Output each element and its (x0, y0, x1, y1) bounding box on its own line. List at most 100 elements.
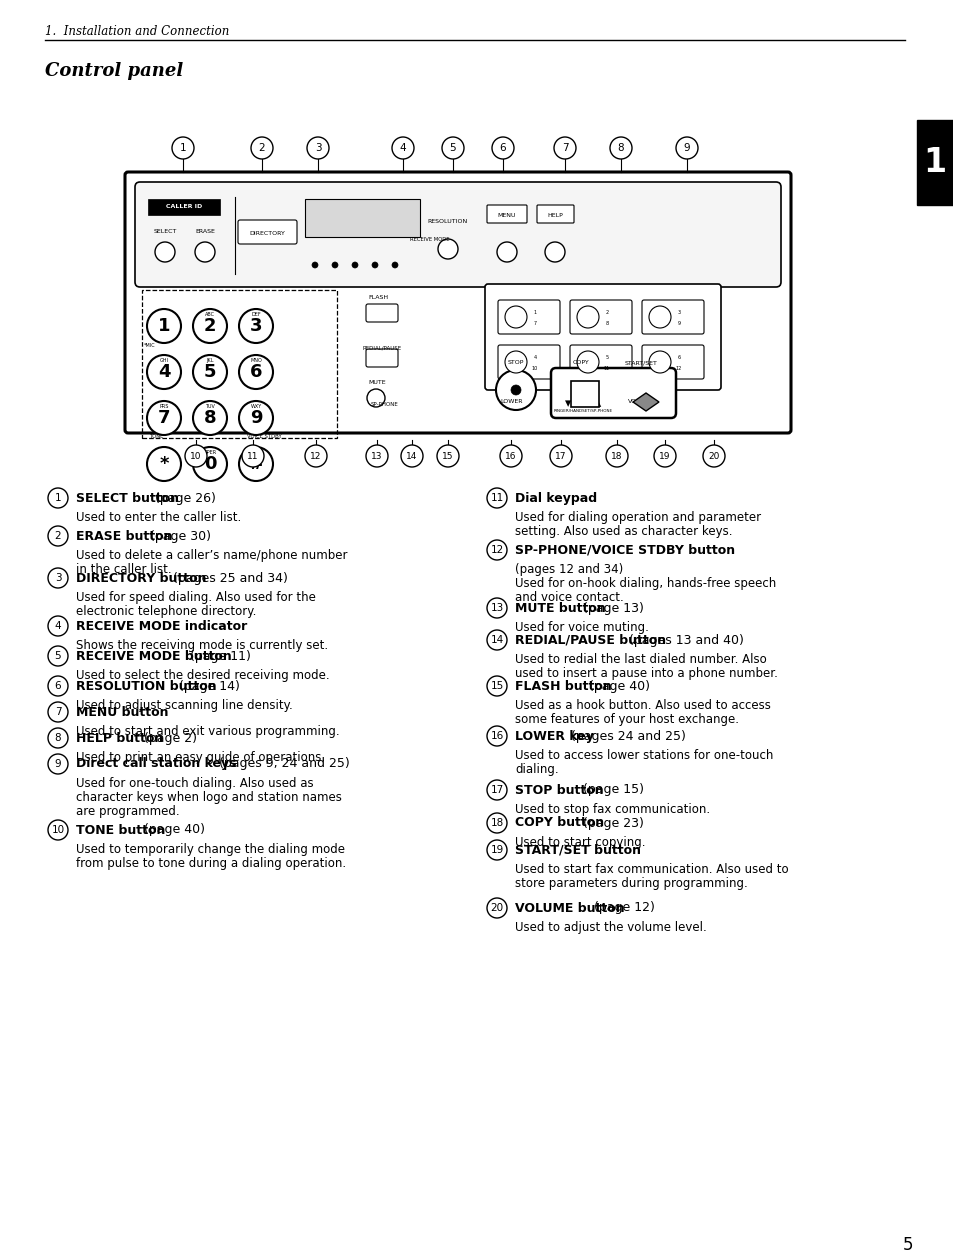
Text: TONE button: TONE button (76, 823, 165, 836)
Circle shape (48, 526, 68, 546)
Circle shape (486, 540, 506, 560)
Text: 2: 2 (258, 144, 265, 154)
Circle shape (676, 137, 698, 159)
Circle shape (511, 385, 520, 395)
Text: 5: 5 (605, 355, 608, 360)
Text: ▴: ▴ (595, 397, 600, 410)
Text: 7: 7 (54, 708, 61, 716)
Text: DEF: DEF (251, 312, 260, 317)
Text: 9: 9 (250, 409, 262, 427)
Circle shape (147, 308, 181, 342)
Circle shape (242, 444, 264, 467)
Text: 4: 4 (399, 144, 406, 154)
Text: (page 2): (page 2) (140, 731, 196, 744)
Text: MENU button: MENU button (76, 705, 169, 719)
Circle shape (486, 598, 506, 618)
Text: Used to start fax communication. Also used to: Used to start fax communication. Also us… (515, 862, 788, 876)
Text: Shows the receiving mode is currently set.: Shows the receiving mode is currently se… (76, 640, 328, 652)
FancyBboxPatch shape (641, 345, 703, 379)
Text: RECEIVE MODE: RECEIVE MODE (410, 237, 449, 242)
Circle shape (499, 444, 521, 467)
Circle shape (239, 402, 273, 436)
Circle shape (544, 242, 564, 262)
Text: 6: 6 (250, 363, 262, 381)
Text: 7: 7 (533, 321, 536, 326)
Text: START/SET: START/SET (624, 360, 657, 365)
Circle shape (372, 262, 377, 268)
Text: Used to temporarily change the dialing mode: Used to temporarily change the dialing m… (76, 844, 345, 856)
Circle shape (392, 137, 414, 159)
Circle shape (702, 444, 724, 467)
Circle shape (504, 351, 526, 373)
Text: 3: 3 (250, 317, 262, 335)
Circle shape (400, 444, 422, 467)
Text: 0: 0 (204, 454, 216, 473)
Text: 4: 4 (533, 355, 536, 360)
Text: 2: 2 (54, 531, 61, 541)
Text: Used to delete a caller’s name/phone number: Used to delete a caller’s name/phone num… (76, 549, 347, 562)
FancyBboxPatch shape (537, 205, 574, 223)
FancyBboxPatch shape (569, 300, 631, 334)
Text: Used to adjust the volume level.: Used to adjust the volume level. (515, 922, 706, 934)
Text: 16: 16 (490, 731, 503, 742)
Circle shape (172, 137, 193, 159)
Text: STOP button: STOP button (515, 783, 603, 797)
Text: DIRECTORY: DIRECTORY (249, 230, 285, 235)
FancyBboxPatch shape (486, 205, 526, 223)
Text: (pages 24 and 25): (pages 24 and 25) (567, 729, 685, 743)
Circle shape (486, 813, 506, 833)
Circle shape (486, 840, 506, 860)
Text: SELECT button: SELECT button (76, 491, 179, 505)
Text: Used for one-touch dialing. Also used as: Used for one-touch dialing. Also used as (76, 777, 314, 789)
Text: electronic telephone directory.: electronic telephone directory. (76, 606, 256, 618)
Circle shape (185, 444, 207, 467)
Text: MUTE button: MUTE button (515, 602, 605, 614)
Text: COPY button: COPY button (515, 817, 603, 830)
Circle shape (648, 306, 670, 329)
Text: DIRECTORY button: DIRECTORY button (76, 572, 206, 584)
Text: RINGER/HANDSET/SP-PHONE: RINGER/HANDSET/SP-PHONE (553, 409, 612, 413)
Circle shape (239, 308, 273, 342)
Text: 6: 6 (677, 355, 679, 360)
Circle shape (504, 306, 526, 329)
Text: 13: 13 (371, 452, 382, 461)
Text: RECEIVE MODE indicator: RECEIVE MODE indicator (76, 619, 247, 632)
Circle shape (441, 137, 463, 159)
Circle shape (48, 616, 68, 636)
Text: 15: 15 (442, 452, 454, 461)
Circle shape (496, 370, 536, 410)
Text: PRS: PRS (159, 404, 169, 409)
Text: SP-PHONE: SP-PHONE (371, 402, 398, 407)
Text: JKL: JKL (206, 358, 213, 363)
Text: 7: 7 (561, 144, 568, 154)
Text: 8: 8 (204, 409, 216, 427)
Text: STOP: STOP (507, 360, 523, 365)
Text: used to insert a pause into a phone number.: used to insert a pause into a phone numb… (515, 667, 777, 680)
Circle shape (352, 262, 357, 268)
Circle shape (577, 306, 598, 329)
Circle shape (239, 447, 273, 481)
Bar (142, 290, 336, 438)
Text: Used to print an easy guide of operations.: Used to print an easy guide of operation… (76, 752, 325, 764)
FancyBboxPatch shape (125, 172, 790, 433)
Text: 1: 1 (533, 310, 536, 315)
Circle shape (48, 676, 68, 696)
Circle shape (48, 728, 68, 748)
Text: ▾: ▾ (564, 397, 571, 410)
FancyBboxPatch shape (366, 303, 397, 322)
Circle shape (147, 447, 181, 481)
Text: 4: 4 (54, 621, 61, 631)
Circle shape (193, 308, 227, 342)
Circle shape (486, 488, 506, 507)
Text: 13: 13 (490, 603, 503, 613)
Circle shape (193, 447, 227, 481)
Text: Used to stop fax communication.: Used to stop fax communication. (515, 803, 709, 816)
FancyBboxPatch shape (641, 300, 703, 334)
Text: 10: 10 (190, 452, 201, 461)
Circle shape (486, 630, 506, 650)
Circle shape (550, 444, 572, 467)
Text: (page 12): (page 12) (590, 901, 655, 914)
Circle shape (193, 402, 227, 436)
Text: TONE: TONE (150, 434, 164, 439)
Text: 11: 11 (247, 452, 258, 461)
